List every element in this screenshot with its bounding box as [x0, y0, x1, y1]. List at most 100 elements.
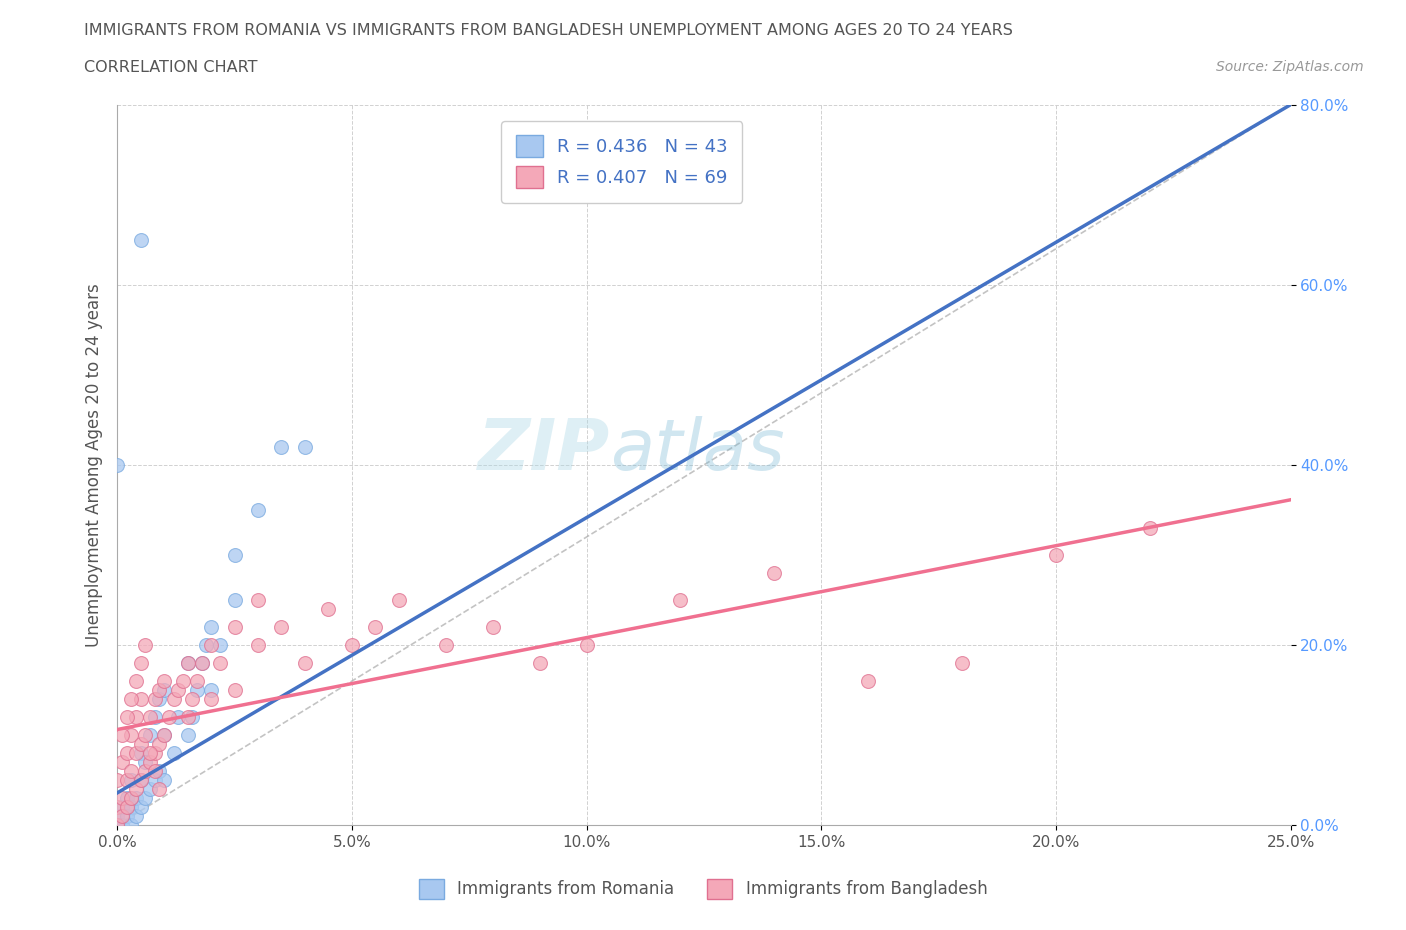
Point [143, 746, 166, 761]
Point [224, 592, 246, 607]
Point [153, 673, 176, 688]
Point [153, 727, 176, 742]
Point [148, 782, 170, 797]
Legend: R = 0.436   N = 43, R = 0.407   N = 69: R = 0.436 N = 43, R = 0.407 N = 69 [501, 121, 742, 203]
Point [529, 656, 551, 671]
Point [143, 764, 166, 778]
Point [434, 638, 457, 653]
Point [148, 683, 170, 698]
Point [125, 746, 148, 761]
Point [148, 692, 170, 707]
Point [157, 710, 180, 724]
Point [115, 710, 138, 724]
Point [176, 727, 198, 742]
Text: IMMIGRANTS FROM ROMANIA VS IMMIGRANTS FROM BANGLADESH UNEMPLOYMENT AMONG AGES 20: IMMIGRANTS FROM ROMANIA VS IMMIGRANTS FR… [84, 23, 1014, 38]
Point [105, 817, 128, 832]
Point [186, 673, 208, 688]
Point [105, 773, 128, 788]
Point [139, 782, 162, 797]
Point [143, 692, 166, 707]
Point [125, 710, 148, 724]
Point [129, 800, 152, 815]
Point [270, 440, 292, 455]
Point [318, 602, 340, 617]
Point [294, 656, 316, 671]
Point [176, 656, 198, 671]
Point [115, 790, 138, 805]
Point [246, 502, 269, 517]
Text: CORRELATION CHART: CORRELATION CHART [84, 60, 257, 75]
Point [148, 737, 170, 751]
Point [105, 458, 128, 472]
Point [129, 773, 152, 788]
Point [134, 764, 156, 778]
Point [176, 710, 198, 724]
Point [120, 790, 142, 805]
Point [139, 727, 162, 742]
Point [111, 790, 134, 805]
Point [162, 692, 184, 707]
Point [388, 592, 411, 607]
Point [134, 727, 156, 742]
Point [669, 592, 692, 607]
Point [143, 710, 166, 724]
Point [200, 619, 222, 634]
Point [115, 773, 138, 788]
Point [176, 656, 198, 671]
Point [105, 817, 128, 832]
Point [294, 440, 316, 455]
Point [111, 755, 134, 770]
Point [125, 790, 148, 805]
Point [153, 683, 176, 698]
Point [246, 592, 269, 607]
Point [125, 673, 148, 688]
Point [181, 692, 204, 707]
Point [139, 746, 162, 761]
Point [167, 683, 190, 698]
Point [340, 638, 363, 653]
Point [129, 656, 152, 671]
Point [111, 727, 134, 742]
Point [181, 710, 204, 724]
Point [148, 764, 170, 778]
Point [950, 656, 973, 671]
Point [143, 773, 166, 788]
Y-axis label: Unemployment Among Ages 20 to 24 years: Unemployment Among Ages 20 to 24 years [86, 283, 103, 646]
Point [270, 619, 292, 634]
Point [120, 800, 142, 815]
Point [186, 683, 208, 698]
Point [224, 619, 246, 634]
Point [125, 782, 148, 797]
Point [105, 800, 128, 815]
Point [153, 727, 176, 742]
Point [190, 656, 212, 671]
Point [139, 755, 162, 770]
Point [364, 619, 387, 634]
Point [1139, 521, 1161, 536]
Point [167, 710, 190, 724]
Point [134, 638, 156, 653]
Point [856, 673, 879, 688]
Point [134, 790, 156, 805]
Point [111, 809, 134, 824]
Point [111, 800, 134, 815]
Point [120, 817, 142, 832]
Point [200, 638, 222, 653]
Point [209, 638, 232, 653]
Text: ZIP: ZIP [478, 416, 610, 485]
Point [125, 809, 148, 824]
Point [115, 746, 138, 761]
Point [120, 692, 142, 707]
Point [129, 692, 152, 707]
Point [209, 656, 232, 671]
Point [111, 817, 134, 832]
Point [105, 809, 128, 824]
Point [129, 773, 152, 788]
Point [134, 755, 156, 770]
Point [224, 683, 246, 698]
Point [575, 638, 598, 653]
Point [139, 710, 162, 724]
Point [172, 673, 194, 688]
Point [120, 773, 142, 788]
Point [195, 638, 218, 653]
